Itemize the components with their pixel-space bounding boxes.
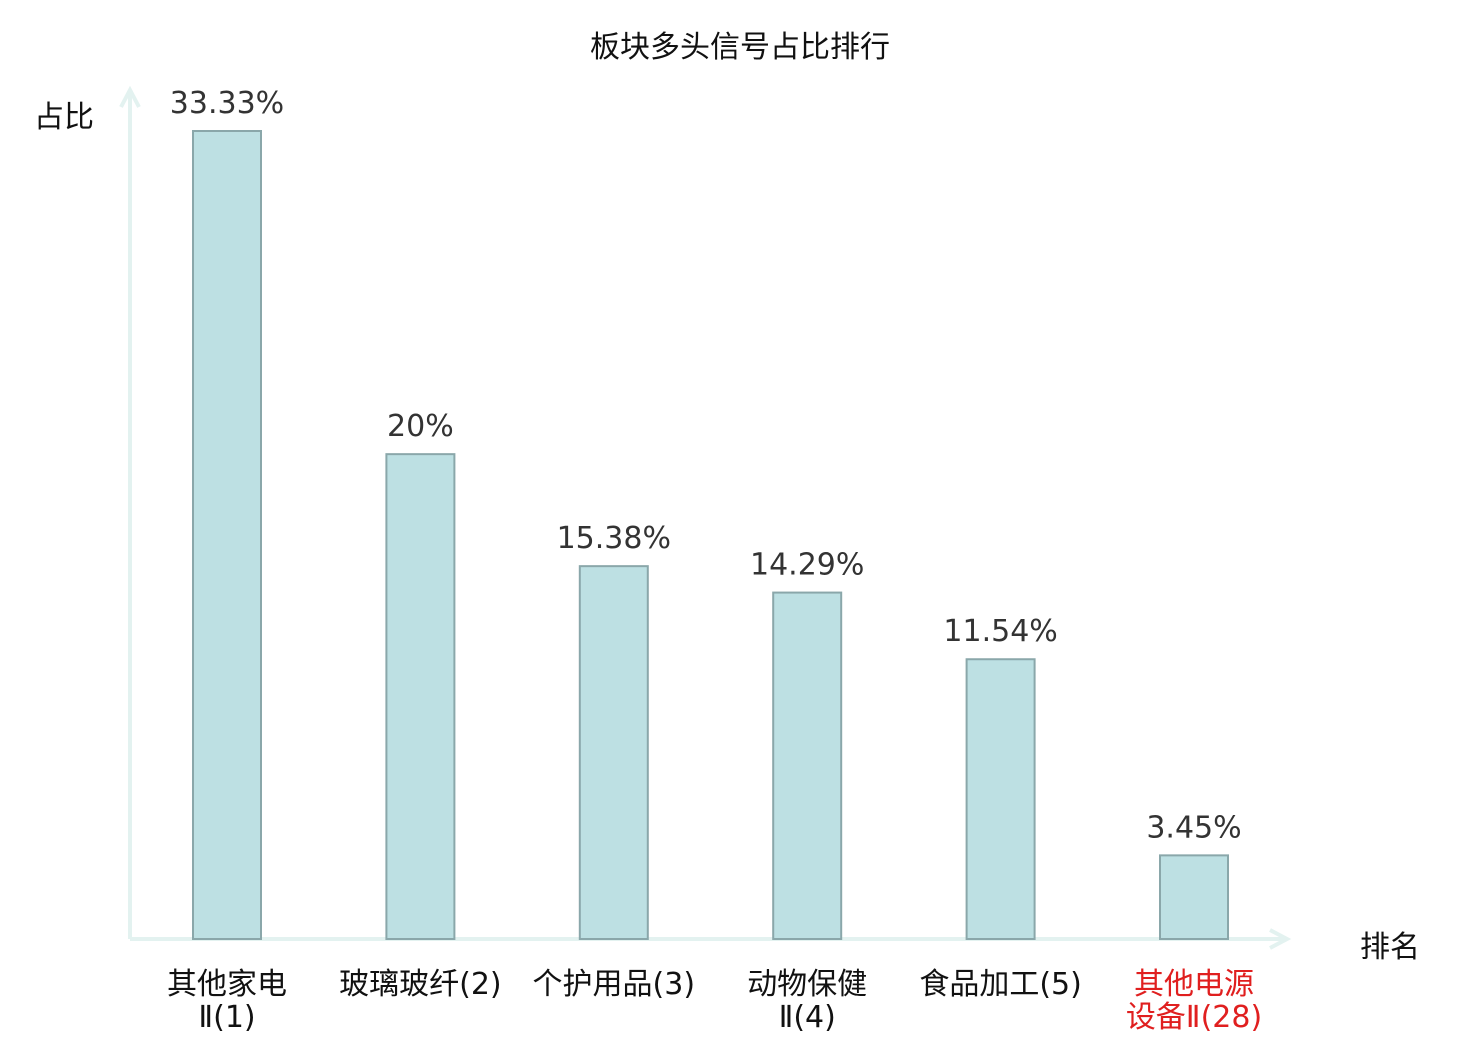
bar-value-label: 15.38% (557, 521, 671, 556)
bar (772, 591, 843, 940)
category-label: 设备Ⅱ(28) (1126, 1000, 1262, 1035)
x-axis-label: 排名 (1360, 930, 1420, 965)
bar-value-label: 14.29% (750, 548, 864, 583)
bar (385, 453, 456, 940)
category-label: 玻璃玻纤(2) (339, 967, 502, 1002)
bar-value-label: 11.54% (943, 614, 1057, 649)
category-label: 动物保健 (747, 967, 867, 1002)
bar-value-label: 3.45% (1146, 810, 1241, 845)
y-axis-arrow-icon (119, 85, 141, 108)
category-label: 个护用品(3) (533, 967, 696, 1002)
category-label: 食品加工(5) (919, 967, 1082, 1002)
bar (1159, 854, 1229, 941)
category-label: 其他家电 (167, 967, 287, 1002)
bar-value-label: 33.33% (170, 86, 284, 121)
bar (578, 565, 649, 940)
chart-title: 板块多头信号占比排行 (590, 30, 890, 65)
y-axis-label: 占比 (34, 100, 94, 135)
x-axis-arrow-icon (1269, 928, 1292, 950)
category-label: Ⅱ(1) (198, 1000, 255, 1035)
category-label: 其他电源 (1134, 967, 1254, 1002)
bar-value-label: 20% (387, 409, 454, 444)
bar (192, 130, 262, 940)
bar (965, 658, 1036, 940)
category-label: Ⅱ(4) (779, 1000, 836, 1035)
